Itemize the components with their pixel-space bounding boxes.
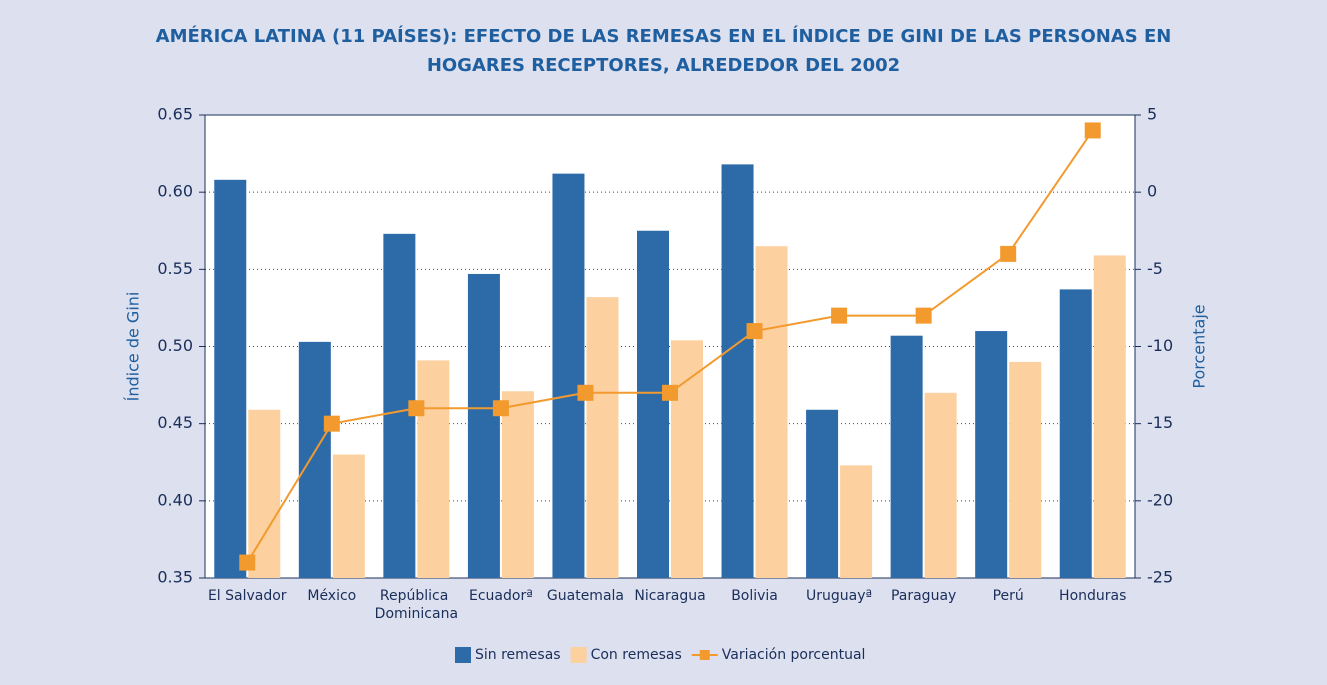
x-tick-label: Ecuadorª xyxy=(469,588,533,604)
line-marker xyxy=(408,400,425,417)
bar xyxy=(924,392,957,578)
y-tick-label: 0.45 xyxy=(157,413,193,432)
line-marker xyxy=(915,307,932,324)
y2-tick-label: -15 xyxy=(1147,413,1173,432)
line-marker xyxy=(577,384,594,401)
x-tick-label-line: República xyxy=(380,588,453,604)
bar xyxy=(298,341,331,578)
y-axis-title: Índice de Gini xyxy=(124,292,143,402)
x-tick-label: Guatemala xyxy=(547,588,624,604)
bar xyxy=(332,454,365,578)
y2-tick-label: -10 xyxy=(1147,336,1173,355)
y2-axis-title: Porcentaje xyxy=(1190,304,1209,388)
x-tick-label: Uruguayª xyxy=(806,588,872,604)
y2-tick-label: 0 xyxy=(1147,182,1157,201)
bar xyxy=(1009,361,1042,578)
x-tick-label: República Dominicana xyxy=(375,588,458,622)
legend-label: Con remesas xyxy=(591,647,682,663)
line-marker xyxy=(1000,245,1017,262)
y2-tick-label: -20 xyxy=(1147,490,1173,509)
y-tick-label: 0.35 xyxy=(157,568,193,587)
x-tick-label: Bolivia xyxy=(731,588,778,604)
x-tick-label: México xyxy=(307,588,356,604)
y-tick-label: 0.65 xyxy=(157,105,193,124)
line-marker xyxy=(492,400,509,417)
bar xyxy=(755,246,788,578)
y-tick-label: 0.60 xyxy=(157,182,193,201)
y2-tick-label: -25 xyxy=(1147,568,1173,587)
x-tick-label: Nicaragua xyxy=(634,588,705,604)
legend-swatch xyxy=(570,647,587,663)
bar xyxy=(501,391,534,578)
line-marker xyxy=(746,323,763,340)
legend-swatch xyxy=(699,650,710,660)
x-tick-label: Honduras xyxy=(1059,588,1126,604)
bar xyxy=(975,331,1008,578)
line-marker xyxy=(1084,122,1101,139)
bar xyxy=(214,179,247,578)
line-marker xyxy=(239,554,256,571)
legend-swatch xyxy=(455,647,471,663)
legend-label: Sin remesas xyxy=(475,647,561,663)
line-marker xyxy=(662,384,678,401)
y-tick-label: 0.50 xyxy=(157,336,193,355)
y-tick-label: 0.40 xyxy=(157,490,193,509)
bar xyxy=(890,335,923,578)
plot-border xyxy=(204,114,1136,579)
y2-tick-label: 5 xyxy=(1147,105,1157,124)
bar xyxy=(1059,289,1092,578)
x-tick-label: Perú xyxy=(993,588,1024,604)
legend-label: Variación porcentual xyxy=(722,647,866,663)
x-tick-label: Paraguay xyxy=(891,588,956,604)
bar xyxy=(552,173,585,578)
bar xyxy=(467,273,500,578)
bar xyxy=(806,409,839,578)
bar xyxy=(248,409,281,578)
y2-tick-label: -5 xyxy=(1147,259,1163,278)
line-marker xyxy=(831,307,848,324)
bar xyxy=(721,164,754,579)
x-tick-label-line: Dominicana xyxy=(375,606,458,622)
y-tick-label: 0.55 xyxy=(157,259,193,278)
x-tick-label: El Salvador xyxy=(208,588,287,604)
bar xyxy=(840,465,873,578)
line-marker xyxy=(323,415,340,432)
bar xyxy=(671,340,703,578)
bar xyxy=(1093,255,1126,578)
bar xyxy=(417,360,450,578)
bar xyxy=(586,297,619,578)
bar xyxy=(637,230,669,578)
chart-title: AMÉRICA LATINA (11 PAÍSES): EFECTO DE LA… xyxy=(155,26,1172,76)
